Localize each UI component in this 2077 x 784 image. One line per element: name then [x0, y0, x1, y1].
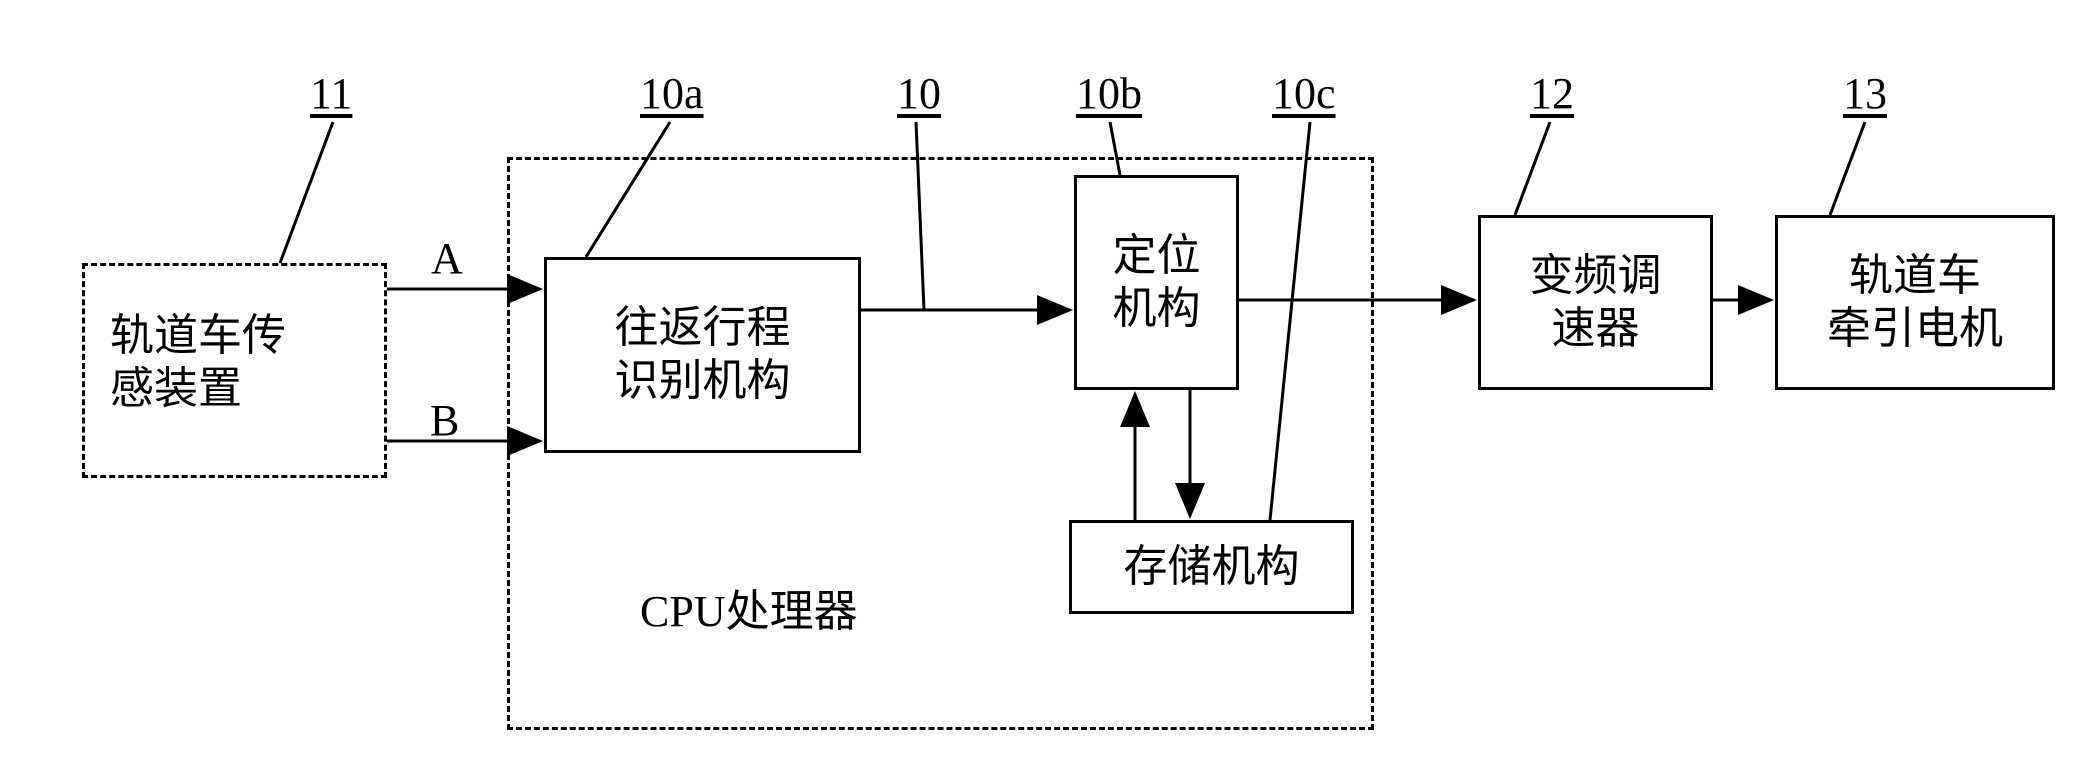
vfd-label: 变频调 速器: [1530, 250, 1662, 356]
storage-label: 存储机构: [1124, 541, 1300, 594]
recognizer-box: 往返行程 识别机构: [544, 257, 861, 453]
positioner-box: 定位 机构: [1074, 175, 1239, 390]
leader-13: [1830, 122, 1865, 215]
signal-b-label: B: [430, 395, 459, 446]
vfd-box: 变频调 速器: [1478, 215, 1713, 390]
recognizer-label: 往返行程 识别机构: [615, 302, 791, 408]
ref-10c: 10c: [1272, 68, 1336, 119]
motor-box: 轨道车 牵引电机: [1775, 215, 2055, 390]
motor-label: 轨道车 牵引电机: [1827, 250, 2003, 356]
sensor-label: 轨道车传 感装置: [110, 310, 286, 416]
leader-12: [1515, 122, 1550, 215]
storage-box: 存储机构: [1069, 520, 1354, 614]
cpu-label: CPU处理器: [640, 575, 858, 639]
ref-12: 12: [1530, 68, 1574, 119]
ref-11: 11: [310, 68, 352, 119]
leader-11: [280, 122, 333, 263]
ref-13: 13: [1843, 68, 1887, 119]
positioner-label: 定位 机构: [1113, 230, 1201, 336]
ref-10: 10: [897, 68, 941, 119]
ref-10a: 10a: [640, 68, 704, 119]
ref-10b: 10b: [1076, 68, 1142, 119]
signal-a-label: A: [431, 233, 463, 284]
block-diagram: 轨道车传 感装置 CPU处理器 往返行程 识别机构 定位 机构 存储机构 变频调…: [0, 0, 2077, 784]
